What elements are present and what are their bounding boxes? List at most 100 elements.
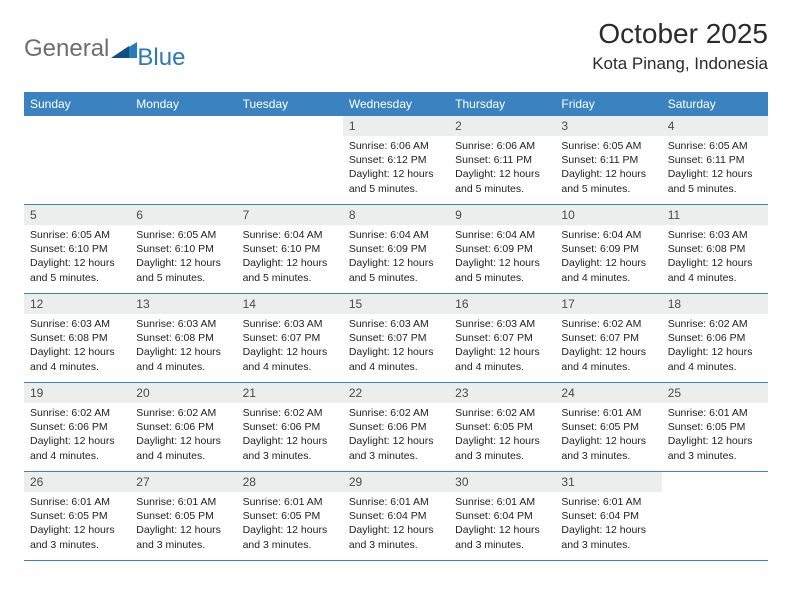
day-cell: 5Sunrise: 6:05 AMSunset: 6:10 PMDaylight… — [24, 205, 130, 293]
day-number: 27 — [130, 472, 236, 492]
day-number: 5 — [24, 205, 130, 225]
day-body: Sunrise: 6:05 AMSunset: 6:11 PMDaylight:… — [555, 136, 661, 200]
day-number: 4 — [662, 116, 768, 136]
day-body: Sunrise: 6:03 AMSunset: 6:08 PMDaylight:… — [662, 225, 768, 289]
day-number: 26 — [24, 472, 130, 492]
week-row: 12Sunrise: 6:03 AMSunset: 6:08 PMDayligh… — [24, 294, 768, 383]
day-body: Sunrise: 6:01 AMSunset: 6:05 PMDaylight:… — [555, 403, 661, 467]
day-body: Sunrise: 6:03 AMSunset: 6:07 PMDaylight:… — [343, 314, 449, 378]
day-cell: 11Sunrise: 6:03 AMSunset: 6:08 PMDayligh… — [662, 205, 768, 293]
day-number: 9 — [449, 205, 555, 225]
day-number: 16 — [449, 294, 555, 314]
day-header-cell: Saturday — [662, 92, 768, 116]
day-number: 19 — [24, 383, 130, 403]
day-number: 22 — [343, 383, 449, 403]
day-body: Sunrise: 6:04 AMSunset: 6:09 PMDaylight:… — [449, 225, 555, 289]
week-row: 1Sunrise: 6:06 AMSunset: 6:12 PMDaylight… — [24, 116, 768, 205]
day-number — [130, 116, 236, 136]
day-cell: 20Sunrise: 6:02 AMSunset: 6:06 PMDayligh… — [130, 383, 236, 471]
day-number: 15 — [343, 294, 449, 314]
week-row: 5Sunrise: 6:05 AMSunset: 6:10 PMDaylight… — [24, 205, 768, 294]
day-number: 17 — [555, 294, 661, 314]
week-row: 19Sunrise: 6:02 AMSunset: 6:06 PMDayligh… — [24, 383, 768, 472]
day-number — [662, 472, 768, 492]
day-cell: 13Sunrise: 6:03 AMSunset: 6:08 PMDayligh… — [130, 294, 236, 382]
day-cell: 21Sunrise: 6:02 AMSunset: 6:06 PMDayligh… — [237, 383, 343, 471]
day-cell: 22Sunrise: 6:02 AMSunset: 6:06 PMDayligh… — [343, 383, 449, 471]
day-body: Sunrise: 6:01 AMSunset: 6:04 PMDaylight:… — [555, 492, 661, 556]
day-number: 25 — [662, 383, 768, 403]
day-body: Sunrise: 6:06 AMSunset: 6:12 PMDaylight:… — [343, 136, 449, 200]
day-number: 13 — [130, 294, 236, 314]
day-body: Sunrise: 6:03 AMSunset: 6:07 PMDaylight:… — [449, 314, 555, 378]
day-number: 14 — [237, 294, 343, 314]
day-header-cell: Monday — [130, 92, 236, 116]
day-cell: 23Sunrise: 6:02 AMSunset: 6:05 PMDayligh… — [449, 383, 555, 471]
day-cell: 3Sunrise: 6:05 AMSunset: 6:11 PMDaylight… — [555, 116, 661, 204]
day-header-cell: Friday — [555, 92, 661, 116]
day-number: 21 — [237, 383, 343, 403]
day-number: 1 — [343, 116, 449, 136]
day-cell: 2Sunrise: 6:06 AMSunset: 6:11 PMDaylight… — [449, 116, 555, 204]
day-cell: 18Sunrise: 6:02 AMSunset: 6:06 PMDayligh… — [662, 294, 768, 382]
day-cell: 29Sunrise: 6:01 AMSunset: 6:04 PMDayligh… — [343, 472, 449, 560]
day-number: 18 — [662, 294, 768, 314]
day-cell: 19Sunrise: 6:02 AMSunset: 6:06 PMDayligh… — [24, 383, 130, 471]
day-body: Sunrise: 6:01 AMSunset: 6:05 PMDaylight:… — [237, 492, 343, 556]
logo-text-blue: Blue — [137, 44, 185, 72]
day-number — [237, 116, 343, 136]
day-body: Sunrise: 6:01 AMSunset: 6:04 PMDaylight:… — [343, 492, 449, 556]
day-body: Sunrise: 6:05 AMSunset: 6:10 PMDaylight:… — [24, 225, 130, 289]
day-cell: 24Sunrise: 6:01 AMSunset: 6:05 PMDayligh… — [555, 383, 661, 471]
day-cell: 30Sunrise: 6:01 AMSunset: 6:04 PMDayligh… — [449, 472, 555, 560]
day-number: 11 — [662, 205, 768, 225]
day-body: Sunrise: 6:02 AMSunset: 6:06 PMDaylight:… — [237, 403, 343, 467]
day-cell: 6Sunrise: 6:05 AMSunset: 6:10 PMDaylight… — [130, 205, 236, 293]
week-row: 26Sunrise: 6:01 AMSunset: 6:05 PMDayligh… — [24, 472, 768, 561]
day-cell — [24, 116, 130, 204]
day-number: 30 — [449, 472, 555, 492]
calendar-body: 1Sunrise: 6:06 AMSunset: 6:12 PMDaylight… — [24, 116, 768, 561]
title-block: October 2025 Kota Pinang, Indonesia — [592, 18, 768, 74]
day-body: Sunrise: 6:02 AMSunset: 6:05 PMDaylight:… — [449, 403, 555, 467]
day-header-cell: Sunday — [24, 92, 130, 116]
day-cell: 16Sunrise: 6:03 AMSunset: 6:07 PMDayligh… — [449, 294, 555, 382]
day-cell: 27Sunrise: 6:01 AMSunset: 6:05 PMDayligh… — [130, 472, 236, 560]
day-number: 6 — [130, 205, 236, 225]
day-header-cell: Wednesday — [343, 92, 449, 116]
day-body: Sunrise: 6:02 AMSunset: 6:06 PMDaylight:… — [130, 403, 236, 467]
day-number: 12 — [24, 294, 130, 314]
day-number: 29 — [343, 472, 449, 492]
day-body: Sunrise: 6:05 AMSunset: 6:10 PMDaylight:… — [130, 225, 236, 289]
day-cell: 14Sunrise: 6:03 AMSunset: 6:07 PMDayligh… — [237, 294, 343, 382]
month-title: October 2025 — [592, 18, 768, 50]
day-cell: 7Sunrise: 6:04 AMSunset: 6:10 PMDaylight… — [237, 205, 343, 293]
day-cell — [662, 472, 768, 560]
day-number: 28 — [237, 472, 343, 492]
day-cell: 4Sunrise: 6:05 AMSunset: 6:11 PMDaylight… — [662, 116, 768, 204]
day-body: Sunrise: 6:04 AMSunset: 6:10 PMDaylight:… — [237, 225, 343, 289]
day-body: Sunrise: 6:03 AMSunset: 6:08 PMDaylight:… — [24, 314, 130, 378]
day-cell: 17Sunrise: 6:02 AMSunset: 6:07 PMDayligh… — [555, 294, 661, 382]
day-body: Sunrise: 6:04 AMSunset: 6:09 PMDaylight:… — [555, 225, 661, 289]
day-number: 10 — [555, 205, 661, 225]
day-body: Sunrise: 6:02 AMSunset: 6:06 PMDaylight:… — [343, 403, 449, 467]
day-body: Sunrise: 6:01 AMSunset: 6:05 PMDaylight:… — [130, 492, 236, 556]
day-cell: 25Sunrise: 6:01 AMSunset: 6:05 PMDayligh… — [662, 383, 768, 471]
day-header-row: SundayMondayTuesdayWednesdayThursdayFrid… — [24, 92, 768, 116]
day-body: Sunrise: 6:06 AMSunset: 6:11 PMDaylight:… — [449, 136, 555, 200]
day-cell: 26Sunrise: 6:01 AMSunset: 6:05 PMDayligh… — [24, 472, 130, 560]
day-body: Sunrise: 6:02 AMSunset: 6:06 PMDaylight:… — [24, 403, 130, 467]
header: General Blue October 2025 Kota Pinang, I… — [24, 18, 768, 74]
day-cell — [130, 116, 236, 204]
day-body: Sunrise: 6:04 AMSunset: 6:09 PMDaylight:… — [343, 225, 449, 289]
day-cell: 10Sunrise: 6:04 AMSunset: 6:09 PMDayligh… — [555, 205, 661, 293]
day-number: 8 — [343, 205, 449, 225]
day-body: Sunrise: 6:03 AMSunset: 6:08 PMDaylight:… — [130, 314, 236, 378]
day-cell: 9Sunrise: 6:04 AMSunset: 6:09 PMDaylight… — [449, 205, 555, 293]
day-body: Sunrise: 6:01 AMSunset: 6:04 PMDaylight:… — [449, 492, 555, 556]
day-body: Sunrise: 6:01 AMSunset: 6:05 PMDaylight:… — [662, 403, 768, 467]
day-number — [24, 116, 130, 136]
calendar: SundayMondayTuesdayWednesdayThursdayFrid… — [24, 92, 768, 561]
day-body: Sunrise: 6:05 AMSunset: 6:11 PMDaylight:… — [662, 136, 768, 200]
